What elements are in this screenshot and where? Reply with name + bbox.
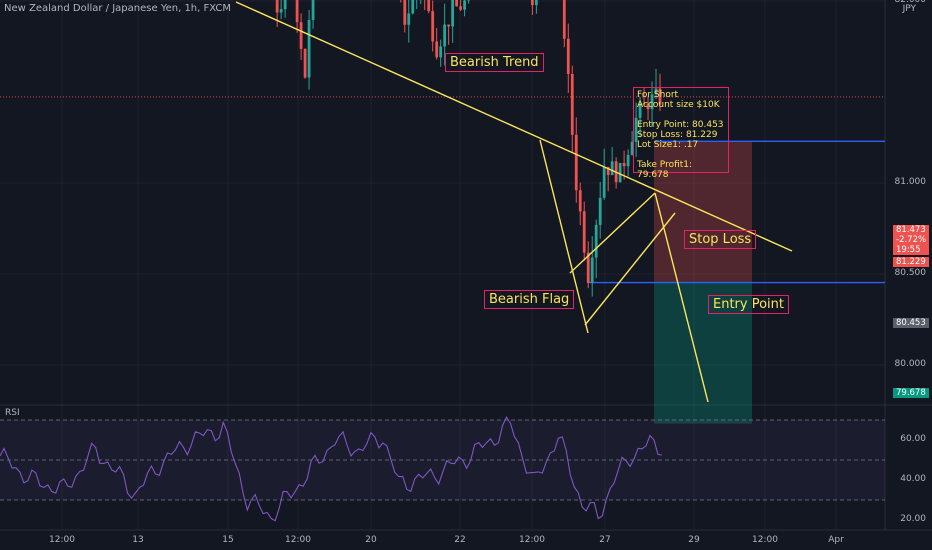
candle-body	[307, 19, 311, 78]
rsi-tick-label: 20.00	[900, 514, 926, 524]
candle-body	[642, 103, 646, 105]
candle-body	[530, 0, 534, 6]
candle-body	[582, 211, 586, 253]
currency-label: JPY	[902, 4, 916, 14]
candle-body	[658, 88, 662, 105]
symbol-title: New Zealand Dollar / Japanese Yen, 1h, F…	[4, 3, 231, 14]
trendline	[235, 1, 793, 252]
price-tick-label: 81.000	[894, 177, 927, 187]
candle-body	[634, 117, 638, 142]
candle-body	[411, 0, 415, 14]
candle-body	[630, 141, 634, 155]
candle-body	[459, 6, 463, 10]
time-tick-label: Apr	[828, 535, 844, 545]
candle-body	[427, 0, 431, 12]
candle-body	[303, 48, 307, 78]
time-tick-label: 29	[688, 535, 700, 545]
rsi-tick-label: 40.00	[900, 474, 926, 484]
projection-line	[654, 192, 709, 403]
stop-price-tag: 81.229	[893, 257, 929, 267]
trade-info-box: For Short Account size $10K Entry Point:…	[633, 87, 729, 180]
candle-body	[578, 190, 582, 212]
stop-loss-zone	[654, 141, 752, 283]
time-tick-label: 12:00	[49, 535, 75, 545]
flag-lower-line	[584, 212, 676, 326]
candle-body	[590, 257, 594, 283]
time-tick-label: 20	[365, 535, 377, 545]
candle-body	[610, 161, 614, 176]
candle-body	[435, 41, 439, 58]
candle-body	[646, 103, 650, 110]
candle-body	[407, 13, 411, 25]
candle-body	[650, 94, 654, 110]
candle-body	[606, 167, 610, 176]
candle-body	[598, 197, 602, 225]
time-tick-label: 22	[454, 535, 466, 545]
rsi-tick-label: 60.00	[900, 434, 926, 444]
trade-line	[637, 110, 725, 120]
candle-body	[439, 46, 443, 58]
candle-body	[431, 11, 435, 42]
take-profit-zone	[654, 282, 752, 424]
candle-body	[279, 9, 283, 13]
candle-body	[443, 24, 447, 47]
time-tick-label: 13	[132, 535, 144, 545]
rsi-label: RSI	[5, 408, 20, 418]
candle-body	[594, 224, 598, 258]
candle-body	[451, 0, 455, 27]
candle-body	[403, 0, 407, 25]
time-tick-label: 15	[222, 535, 234, 545]
price-tick-label: 80.000	[894, 359, 927, 369]
price-change: -2.72%	[896, 235, 927, 245]
candle-body	[295, 0, 299, 23]
bearish-trend-label: Bearish Trend	[445, 53, 544, 72]
candle-body	[654, 88, 658, 95]
trade-line: Take Profit1: 79.678	[637, 160, 693, 180]
candle-body	[311, 0, 315, 20]
candle-body	[618, 163, 622, 183]
candle-body	[283, 0, 287, 10]
candle-body	[622, 163, 626, 167]
entry-price-tag: 80.453	[893, 318, 929, 328]
candle-body	[562, 0, 566, 39]
bearish-flag-label: Bearish Flag	[484, 290, 575, 309]
rsi-line	[0, 415, 663, 522]
candle-body	[586, 252, 590, 283]
price-tick-label: 82.000	[894, 0, 927, 5]
candle-body	[574, 134, 578, 191]
last-price-tag: 81.473 -2.72% 19:55	[893, 225, 929, 255]
candle-body	[463, 0, 466, 10]
bar-countdown: 19:55	[896, 245, 921, 255]
candle-body	[534, 0, 538, 6]
candle-body	[455, 0, 459, 7]
candle-body	[275, 0, 279, 13]
trade-line: Entry Point: 80.453	[637, 120, 724, 130]
trade-line: Stop Loss: 81.229	[637, 130, 718, 140]
trade-line: Lot Size1: .17	[637, 140, 699, 150]
time-tick-label: 12:00	[285, 535, 311, 545]
price-tick-label: 80.500	[894, 268, 927, 278]
tp-price-tag: 79.678	[893, 388, 929, 398]
stop-loss-label: Stop Loss	[684, 230, 757, 249]
last-price: 81.473	[896, 225, 926, 235]
candle-body	[447, 24, 451, 27]
trade-line	[637, 150, 725, 160]
trade-line: For Short	[637, 90, 679, 100]
time-tick-label: 12:00	[519, 535, 545, 545]
flag-pole-line	[539, 139, 589, 334]
candle-body	[566, 38, 570, 75]
candle-body	[570, 74, 574, 135]
candle-body	[602, 167, 606, 198]
trade-line: Account size $10K	[637, 100, 720, 110]
candle-body	[638, 103, 642, 118]
time-tick-label: 12:00	[752, 535, 778, 545]
entry-point-label: Entry Point	[708, 295, 789, 314]
time-tick-label: 27	[599, 535, 611, 545]
flag-upper-line	[569, 192, 656, 274]
candle-body	[299, 22, 303, 49]
candle-body	[626, 154, 630, 167]
